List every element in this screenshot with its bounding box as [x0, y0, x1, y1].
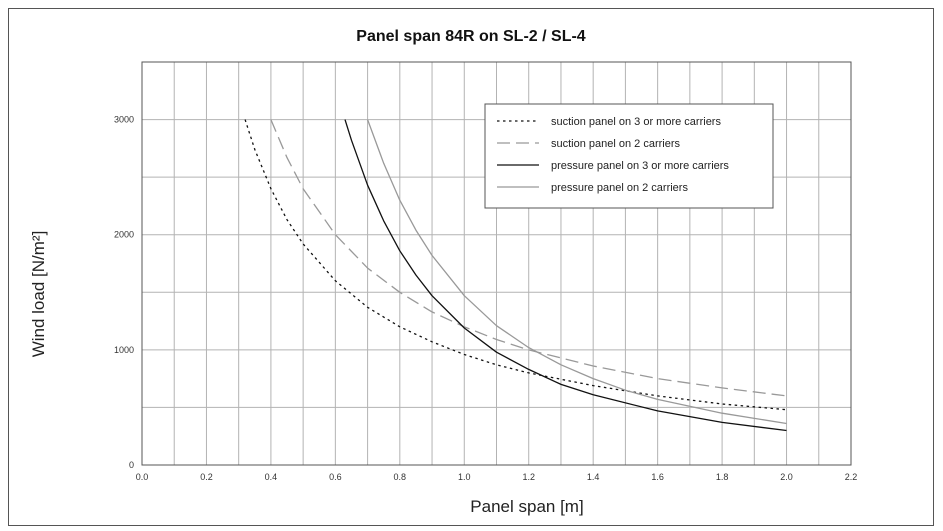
series-line-4: [366, 119, 787, 425]
x-tick-label: 0.6: [329, 472, 342, 482]
x-tick-label: 1.4: [587, 472, 600, 482]
x-tick-label: 2.2: [845, 472, 858, 482]
x-tick-label: 1.2: [522, 472, 535, 482]
legend-items: suction panel on 3 or more carriers sucti…: [497, 116, 729, 194]
y-tick-label: 2000: [114, 230, 134, 240]
series-line-3: [344, 119, 787, 432]
x-tick-label: 0.8: [394, 472, 407, 482]
legend-label: suction panel on 3 or more carriers: [551, 116, 721, 128]
x-axis-title: Panel span [m]: [470, 497, 583, 516]
y-tick-label: 3000: [114, 115, 134, 125]
y-axis-title: Wind load [N/m²]: [29, 231, 48, 358]
series-line-2: [270, 119, 787, 397]
plot-area-border: [141, 61, 852, 466]
x-tick-label: 1.6: [651, 472, 664, 482]
x-axis-ticks: 0.0 0.2 0.4 0.6 0.8 1.0 1.2 1.4 1.6 1.8 2.0 2.2: [136, 472, 858, 482]
chart-canvas: Panel span 84R on SL-2 / SL-4 0.0 0.2 0.4 0…: [29, 28, 858, 516]
x-tick-label: 1.8: [716, 472, 729, 482]
x-tick-label: 2.0: [780, 472, 793, 482]
legend-label: pressure panel on 3 or more carriers: [551, 160, 729, 172]
legend: suction panel on 3 or more carriers sucti…: [484, 103, 774, 209]
series-line-1: [244, 119, 787, 411]
y-axis-ticks: 0 1000 2000 3000: [114, 115, 134, 470]
x-tick-label: 1.0: [458, 472, 471, 482]
x-tick-label: 0.2: [200, 472, 213, 482]
x-tick-label: 0.0: [136, 472, 149, 482]
chart-frame: Panel span 84R on SL-2 / SL-4 0.0 0.2 0.4 0…: [8, 8, 934, 526]
x-tick-label: 0.4: [265, 472, 278, 482]
series-lines: [244, 119, 787, 432]
y-tick-label: 0: [129, 460, 134, 470]
chart-title: Panel span 84R on SL-2 / SL-4: [356, 28, 585, 45]
legend-label: pressure panel on 2 carriers: [551, 182, 688, 194]
y-tick-label: 1000: [114, 345, 134, 355]
legend-label: suction panel on 2 carriers: [551, 138, 681, 150]
